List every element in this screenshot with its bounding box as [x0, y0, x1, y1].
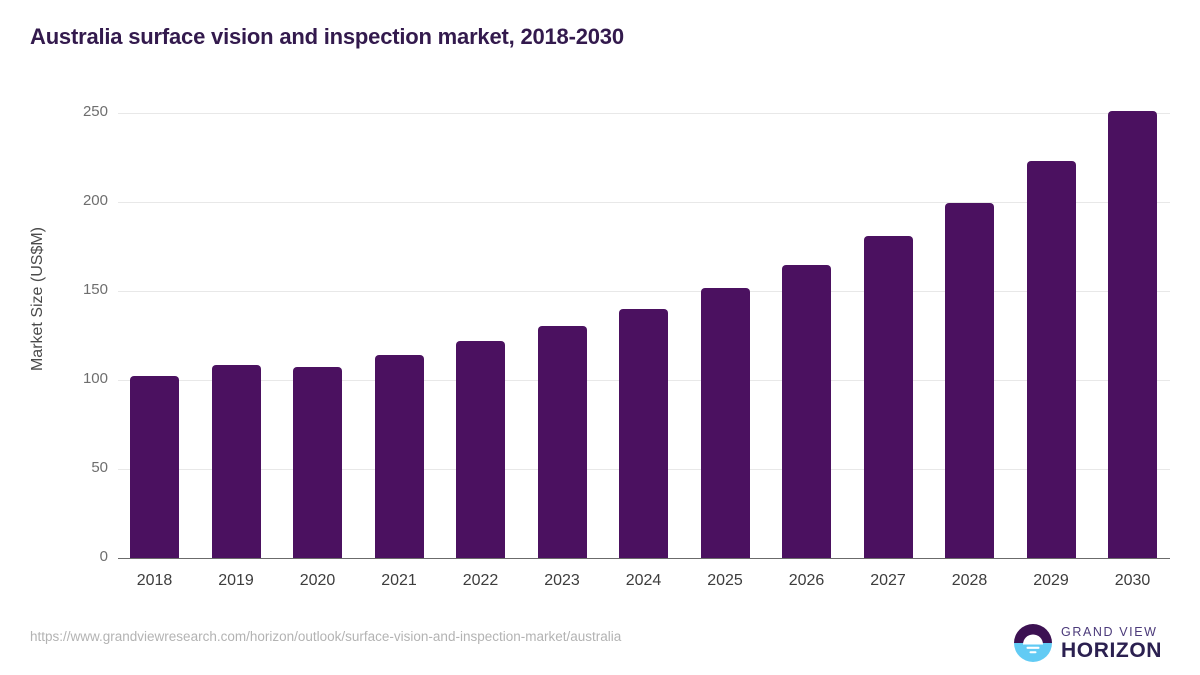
x-axis-baseline — [118, 557, 1170, 559]
bar-2024[interactable] — [619, 308, 668, 558]
bar-2023[interactable] — [537, 325, 587, 558]
x-axis-tick-label-2026: 2026 — [788, 572, 825, 589]
chart-plot-area: 0 50 100 150 200 250 2018 2019 2020 2021 2022 2023… — [29, 103, 1170, 589]
y-axis-tick-label: 150 — [82, 281, 108, 298]
page-title: Australia surface vision and inspection … — [30, 24, 624, 49]
x-axis-tick-label-2018: 2018 — [136, 572, 173, 589]
y-axis-tick-label: 0 — [99, 548, 108, 565]
x-axis-tick-label-2024: 2024 — [625, 572, 662, 589]
bar-2030[interactable] — [1108, 111, 1157, 558]
x-axis-tick-label-2022: 2022 — [462, 572, 499, 589]
gridline — [118, 112, 1170, 114]
bar-2022[interactable] — [456, 341, 505, 558]
bar-2026[interactable] — [782, 265, 831, 558]
y-axis-tick-label: 50 — [91, 459, 108, 476]
bar-2029[interactable] — [1026, 160, 1076, 558]
logo-wordmark: GRAND VIEW HORIZON — [1061, 625, 1162, 662]
horizon-mark-icon — [1014, 624, 1052, 662]
x-axis-tick-label-2023: 2023 — [544, 572, 580, 589]
bar-2025[interactable] — [700, 288, 750, 558]
x-axis-tick-label-2020: 2020 — [299, 572, 336, 589]
source-url[interactable]: https://www.grandviewresearch.com/horizo… — [30, 629, 622, 644]
x-axis-tick-label-2028: 2028 — [951, 572, 988, 589]
bar-2018[interactable] — [130, 375, 179, 558]
y-axis-tick-label: 100 — [82, 370, 108, 387]
bar-2027[interactable] — [863, 236, 913, 558]
x-axis-tick-label-2021: 2021 — [381, 572, 417, 589]
gridline — [118, 201, 1170, 203]
x-axis-tick-label-2019: 2019 — [218, 572, 254, 589]
y-axis-title: Market Size (US$M) — [29, 226, 46, 372]
logo-text-grand-view: GRAND VIEW — [1061, 625, 1158, 639]
y-axis-tick-label: 250 — [82, 103, 108, 120]
x-axis-tick-label-2025: 2025 — [707, 572, 743, 589]
logo-text-horizon: HORIZON — [1061, 639, 1163, 662]
grand-view-horizon-logo[interactable]: GRAND VIEW HORIZON — [1013, 620, 1173, 666]
x-axis-tick-label-2030: 2030 — [1114, 572, 1151, 589]
x-axis-tick-label-2029: 2029 — [1033, 572, 1069, 589]
bar-2020[interactable] — [293, 367, 342, 558]
bar-2021[interactable] — [374, 355, 424, 558]
bar-2028[interactable] — [945, 202, 994, 558]
gridline — [118, 290, 1170, 292]
y-axis-tick-label: 200 — [82, 192, 108, 209]
bar-2019[interactable] — [211, 364, 261, 558]
x-axis-tick-label-2027: 2027 — [870, 572, 906, 589]
